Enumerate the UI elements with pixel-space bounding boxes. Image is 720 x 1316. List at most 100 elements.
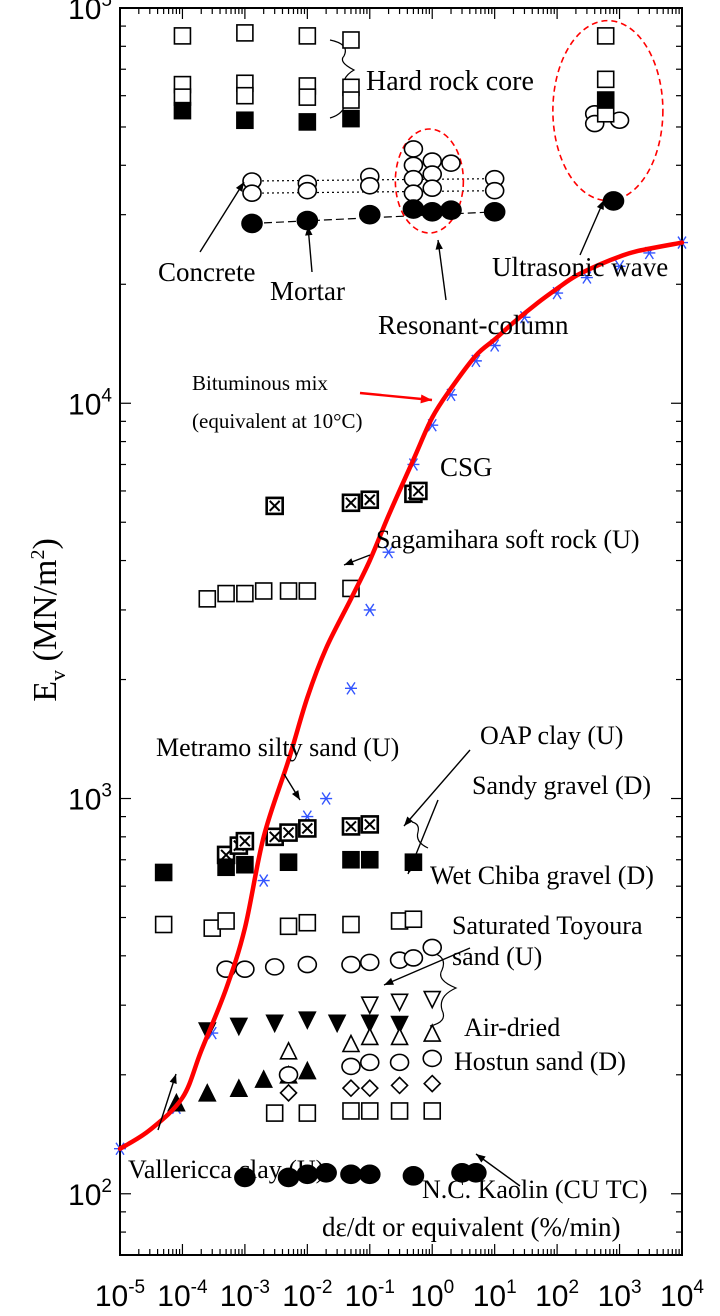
hard-rock-core-point	[342, 31, 360, 49]
oap-clay-u-point	[279, 853, 298, 872]
wet-chiba-gravel-d-point	[403, 949, 424, 967]
sandy-gravel-arrow	[407, 799, 439, 875]
ultrasonic-wave-point	[596, 27, 615, 45]
sagamihara-soft-rock-u-point	[236, 584, 254, 603]
oap-clay-label: OAP clay (U)	[480, 721, 623, 750]
y-tick-label: 105	[68, 0, 112, 26]
concrete-label: Concrete	[158, 257, 255, 287]
concrete-point	[422, 179, 443, 198]
vallericca-label: Vallericca clay (U)	[128, 1155, 324, 1184]
hard-rock-core-point	[298, 88, 317, 106]
wet-chiba-gravel-d-point	[264, 958, 285, 976]
hard-rock-core-point	[236, 24, 254, 42]
bituminous-mix-equivalent-at-10-c-point	[613, 259, 626, 273]
x-tick-label: 10-2	[282, 1277, 332, 1313]
axis-ticks: 10-5 10-4 10-3 10-2 10-1 100 101 102 103 104 102 10…	[68, 0, 704, 1313]
metramo-silty-sand-u-point	[298, 819, 317, 838]
x-tick-label: 10-5	[95, 1277, 145, 1313]
metramo-silty-sand-u-point	[265, 827, 284, 847]
hostun-sand-label: Hostun sand (D)	[454, 1047, 626, 1076]
bituminous-mix-note-label: (equivalent at 10°C)	[192, 409, 363, 433]
sagamihara-soft-rock-u-point	[254, 582, 273, 600]
air-dried-hostun-sand-d-point	[342, 1102, 360, 1120]
annotation-labels: Hard rock core Concrete Mortar Resonant-col…	[128, 66, 668, 1204]
sandy-gravel-d-point	[342, 915, 360, 934]
bituminous-mix-label: Bituminous mix	[192, 371, 328, 395]
x-tick-label: 100	[410, 1277, 454, 1313]
saturated-toyoura-sand-u-point	[265, 1014, 284, 1034]
concrete-point	[403, 140, 424, 158]
ultrasonic-arrow	[579, 199, 605, 256]
mortar-point	[440, 200, 462, 220]
saturated-toyoura-sand-u-point	[298, 1011, 317, 1030]
y-tick-label: 102	[68, 1176, 112, 1212]
csg-point	[360, 490, 380, 510]
air-dried-hostun-sand-d-point	[389, 1053, 410, 1072]
n-c-kaolin-cu-tc-point	[340, 1164, 362, 1185]
y-axis-label-text: Ev (MN/m2)	[27, 538, 70, 702]
sagamihara-label: Sagamihara soft rock (U)	[376, 525, 640, 554]
mortar-arrow-head	[305, 226, 313, 236]
hard-rock-core-point	[342, 109, 360, 128]
bituminous-arrow-head	[420, 394, 432, 404]
mortar-label: Mortar	[270, 276, 345, 306]
x-tick-label: 101	[473, 1277, 517, 1313]
y-axis-label: Ev (MN/m2)	[27, 538, 70, 702]
sandy-gravel-d-point	[279, 917, 298, 936]
x-tick-label: 10-3	[220, 1277, 270, 1313]
fit-curve-layer	[117, 240, 685, 1151]
mortar-point	[358, 204, 381, 225]
plot-border	[119, 7, 683, 1256]
n-c-kaolin-cu-tc-point	[402, 1166, 425, 1186]
mortar-point	[483, 202, 506, 222]
ultrasonic-wave-point	[602, 191, 625, 211]
bituminous-mix-equivalent-at-10-c-point	[320, 792, 333, 805]
bituminous-mix-equivalent-at-10-c-point	[344, 681, 357, 695]
hard-rock-core-point	[298, 27, 317, 45]
resonant-column-ellipse	[394, 128, 465, 234]
csg-point	[341, 493, 361, 513]
air-dried-hostun-sand-d-point	[423, 1074, 442, 1093]
air-dried-hostun-sand-d-point	[390, 1026, 409, 1046]
wet-chiba-gravel-d-point	[297, 955, 318, 974]
wet-chiba-gravel-d-point	[422, 938, 443, 957]
x-tick-label: 102	[535, 1277, 579, 1313]
air-dried-hostun-sand-d-point	[422, 1049, 443, 1068]
hard-rock-core-point	[173, 101, 192, 120]
oap-clay-u-point	[217, 858, 235, 877]
oap-clay-u-point	[360, 850, 379, 869]
n-c-kaolin-cu-tc-point	[358, 1164, 381, 1185]
x-tick-label: 104	[660, 1277, 704, 1313]
vallericca-arrow	[157, 1073, 177, 1131]
air-dried-hostun-sand-d-point	[341, 1057, 361, 1076]
oap-clay-arrow-head	[404, 816, 413, 826]
x-tick-label: 10-4	[157, 1277, 208, 1313]
wet-chiba-label: Wet Chiba gravel (D)	[430, 861, 654, 890]
air-dried-hostun-sand-d-point	[254, 1069, 273, 1088]
concrete-point	[297, 181, 318, 200]
bituminous-mix-equivalent-at-10-c-point	[363, 603, 376, 617]
air-dried-hostun-sand-d-point	[422, 1023, 442, 1042]
metramo-silty-sand-u-point	[341, 817, 361, 836]
sagamihara-arrow-head	[344, 558, 354, 566]
vallericca-arrow-head	[169, 1074, 177, 1084]
annotation-arrows	[157, 181, 605, 1187]
metramo-arrow-head	[291, 790, 300, 800]
saturated-toyoura-sand-u-point	[422, 990, 442, 1010]
y-tick-label: 104	[68, 385, 112, 421]
hard-rock-core-point	[298, 113, 317, 131]
sandy-gravel-d-point	[404, 910, 423, 929]
saturated-toyoura-sand-u-point	[229, 1017, 249, 1037]
air-dried-hostun-sand-d-point	[423, 1102, 442, 1120]
mortar-point	[296, 210, 319, 231]
air-dried-hostun-sand-d-point	[360, 1102, 379, 1120]
sandy-gravel-d-point	[298, 913, 317, 932]
sagamihara-soft-rock-u-point	[198, 590, 217, 608]
mortar-point	[241, 213, 263, 234]
sandy-gravel-d-point	[154, 915, 173, 934]
saturated-toyoura-label-line2: sand (U)	[452, 942, 542, 971]
air-dried-hostun-sand-d-point	[360, 1026, 380, 1046]
kaolin-arrow-head	[476, 1154, 486, 1163]
hard-rock-core-point	[236, 111, 254, 130]
